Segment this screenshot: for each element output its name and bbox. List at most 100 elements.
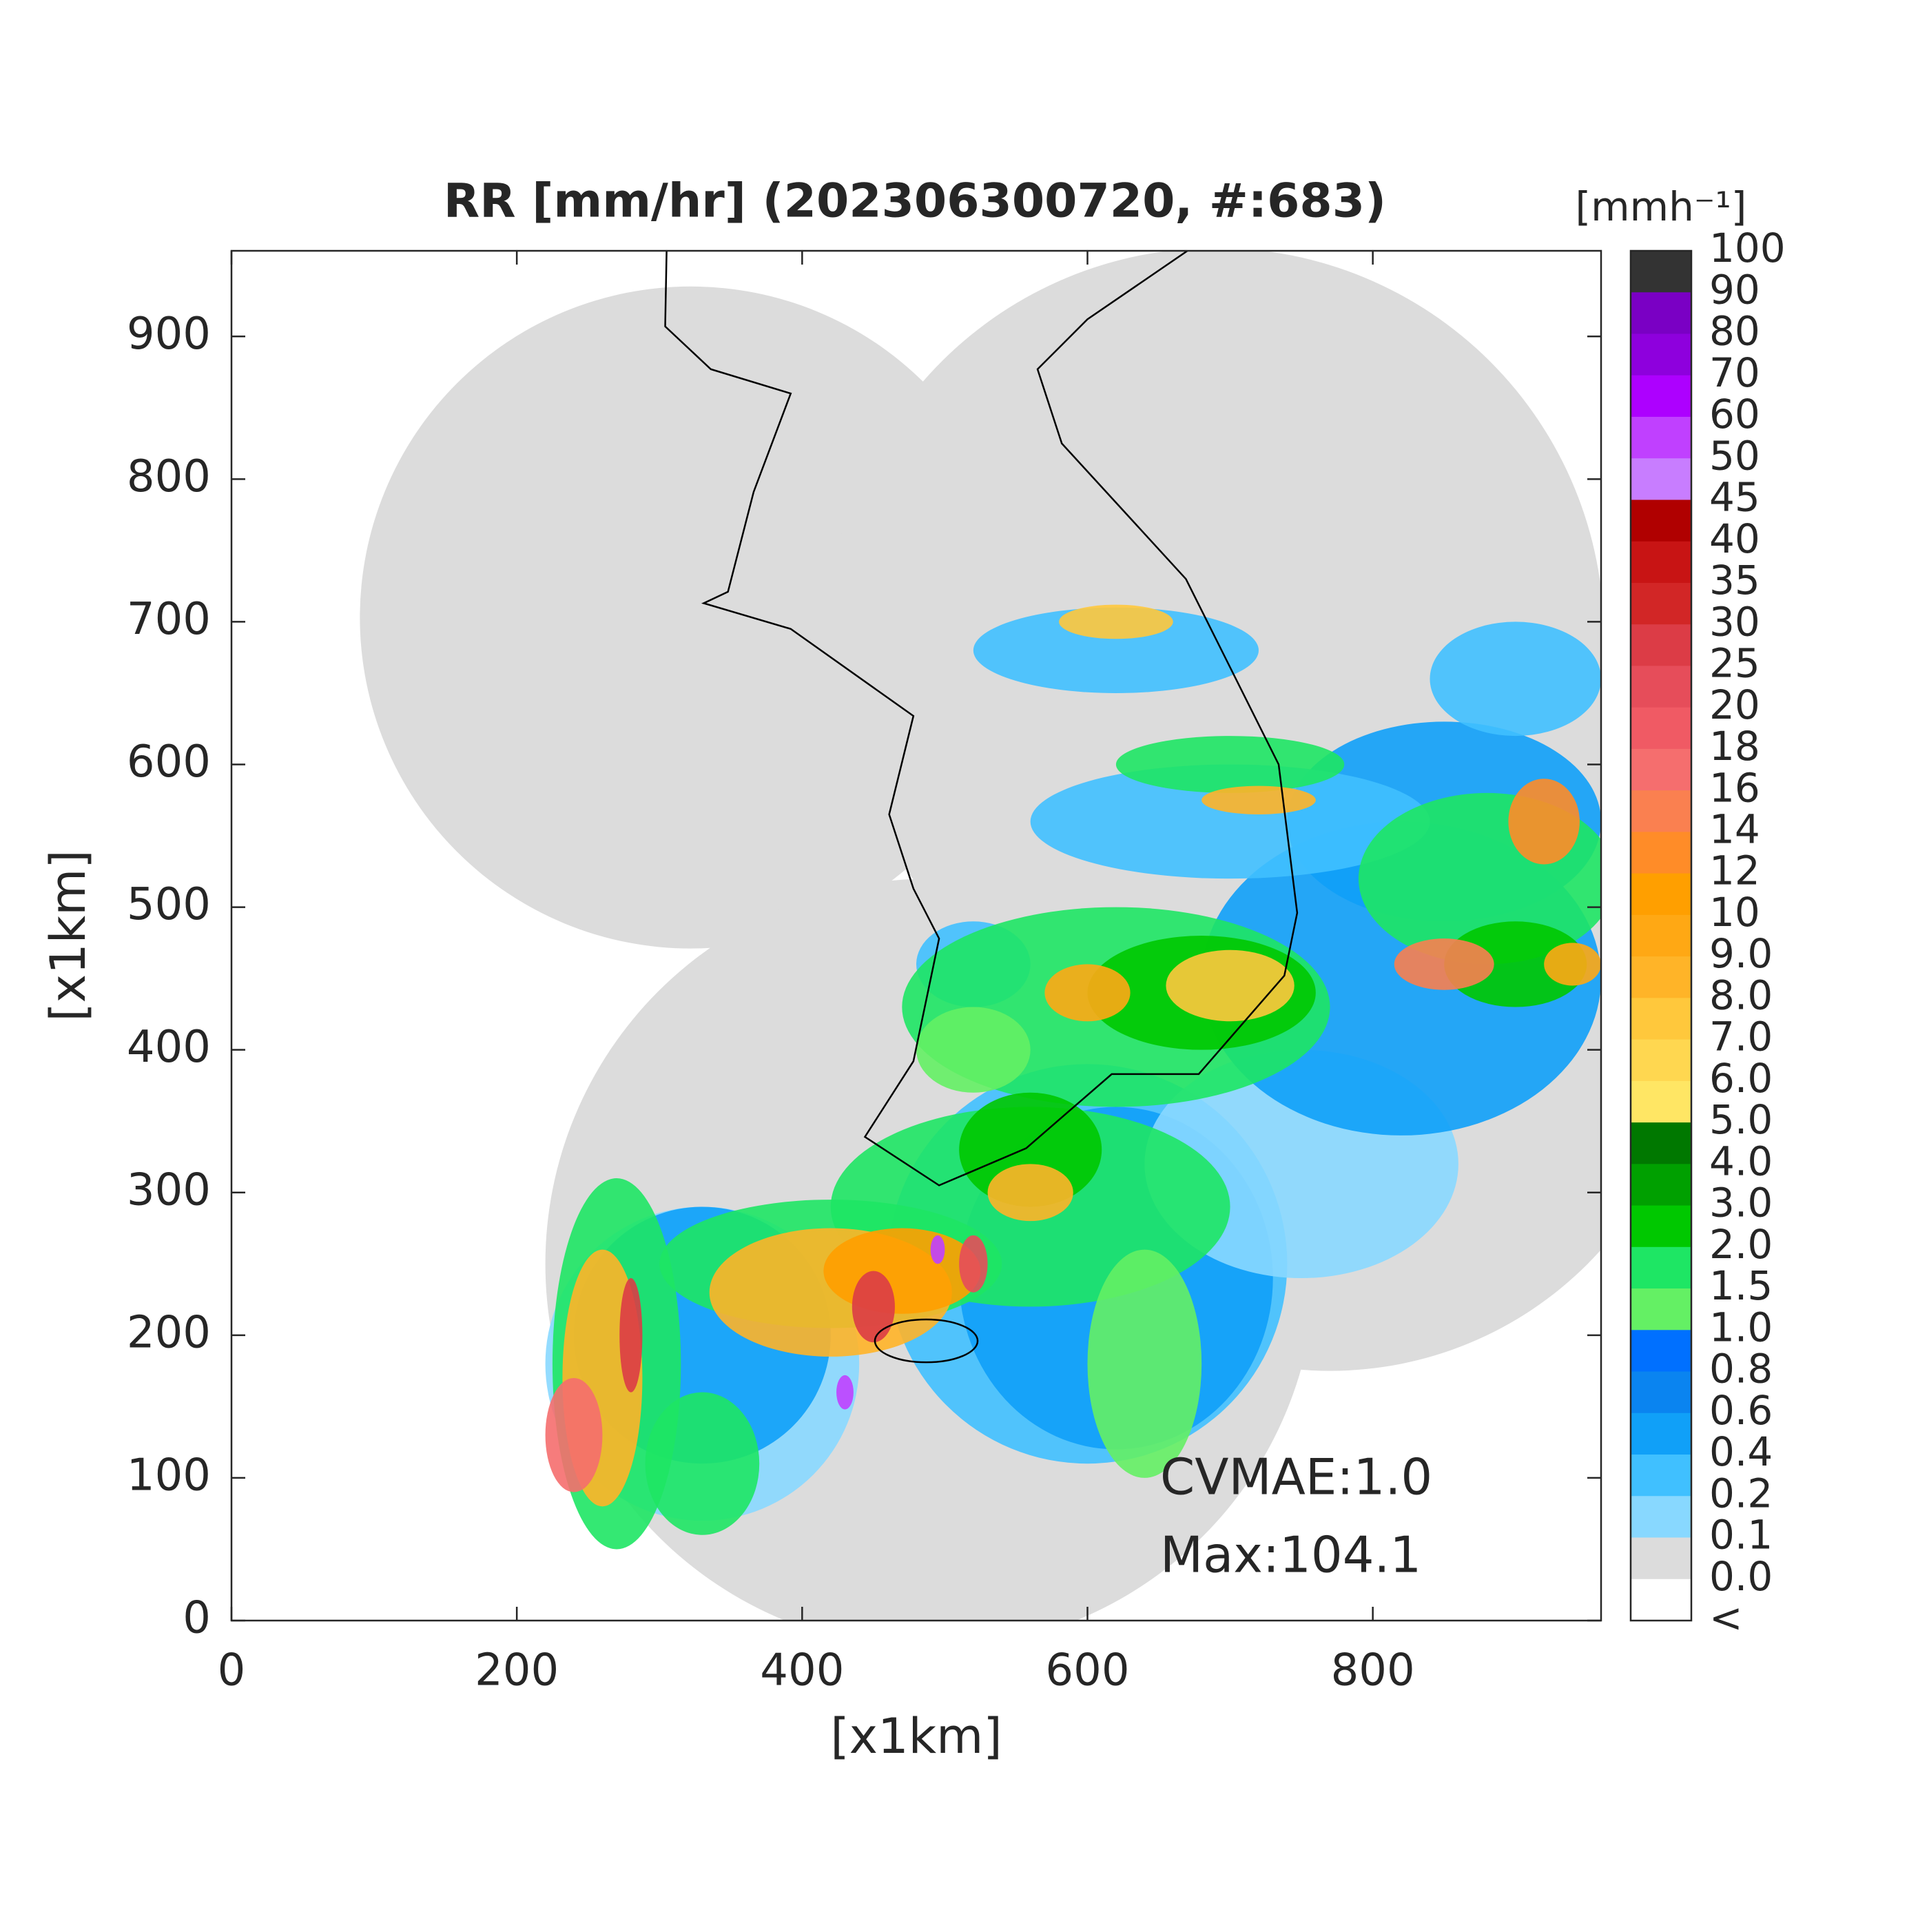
colorbar-label: 3.0 xyxy=(1709,1180,1773,1226)
colorbar-segment xyxy=(1631,416,1691,459)
colorbar-segment xyxy=(1631,375,1691,418)
colorbar-label: 4.0 xyxy=(1709,1138,1773,1184)
rain-cell xyxy=(619,1278,643,1393)
colorbar-label: 0.8 xyxy=(1709,1346,1773,1393)
colorbar-label: 70 xyxy=(1709,349,1760,396)
colorbar-segment xyxy=(1631,1412,1691,1455)
colorbar-label: 45 xyxy=(1709,474,1760,521)
colorbar-segment xyxy=(1631,790,1691,832)
rain-cell xyxy=(1030,764,1430,879)
colorbar-segment xyxy=(1631,832,1691,874)
colorbar-segment xyxy=(1631,1371,1691,1414)
colorbar-label: 14 xyxy=(1709,806,1760,853)
colorbar-label: 0.2 xyxy=(1709,1470,1773,1517)
colorbar-label: 0.0 xyxy=(1709,1553,1773,1600)
x-tick-label: 600 xyxy=(1045,1645,1129,1696)
colorbar-label: 5.0 xyxy=(1709,1096,1773,1143)
rain-cell xyxy=(1059,604,1173,639)
colorbar-segment xyxy=(1631,1164,1691,1206)
colorbar-label: 25 xyxy=(1709,640,1760,687)
colorbar-segment xyxy=(1631,1537,1691,1580)
colorbar-label: 1.5 xyxy=(1709,1262,1773,1309)
colorbar-label: 40 xyxy=(1709,515,1760,562)
rain-cell xyxy=(1115,736,1345,793)
colorbar-label: 1.0 xyxy=(1709,1304,1773,1350)
rain-cell xyxy=(545,1377,603,1492)
y-tick-label: 600 xyxy=(127,737,211,788)
annotation: CVMAE:1.0 xyxy=(1160,1448,1432,1506)
plot-frame xyxy=(230,249,1602,1622)
colorbar-label: 6.0 xyxy=(1709,1055,1773,1102)
colorbar-segment xyxy=(1631,500,1691,542)
x-tick-label: 400 xyxy=(760,1645,844,1696)
y-axis-label: [x1km] xyxy=(40,850,96,1021)
colorbar-label: 7.0 xyxy=(1709,1014,1773,1060)
colorbar-segment xyxy=(1631,1288,1691,1330)
rain-cell xyxy=(1394,938,1494,990)
y-tick-label: 700 xyxy=(127,594,211,645)
rain-cell xyxy=(930,1235,945,1264)
colorbar-label: 90 xyxy=(1709,266,1760,313)
radar-field xyxy=(360,251,1601,1621)
annotation: Max:104.1 xyxy=(1160,1526,1421,1584)
colorbar-segment xyxy=(1631,1080,1691,1123)
colorbar-segment xyxy=(1631,1246,1691,1289)
colorbar-frame xyxy=(1629,249,1693,1622)
rain-cell xyxy=(1201,785,1316,814)
colorbar-label: 20 xyxy=(1709,681,1760,728)
rain-cell xyxy=(645,1392,760,1535)
colorbar-label: 30 xyxy=(1709,598,1760,645)
colorbar-label: 100 xyxy=(1709,225,1786,271)
colorbar-segment xyxy=(1631,1330,1691,1373)
rain-cell xyxy=(1087,1249,1202,1478)
colorbar-segment xyxy=(1631,748,1691,791)
chart-title: RR [mm/hr] (202306300720, #:683) xyxy=(444,174,1386,229)
colorbar-segment xyxy=(1631,458,1691,500)
colorbar-segment xyxy=(1631,914,1691,957)
x-tick-label: 800 xyxy=(1331,1645,1415,1696)
colorbar-label: 0.1 xyxy=(1709,1512,1773,1559)
colorbar-segment xyxy=(1631,666,1691,708)
colorbar-segment xyxy=(1631,541,1691,584)
rain-cell xyxy=(1166,949,1294,1022)
colorbar-label: < xyxy=(1709,1594,1743,1641)
colorbar-segment xyxy=(1631,873,1691,916)
colorbar-unit: [mmh⁻¹] xyxy=(1576,183,1747,230)
rain-cell xyxy=(1430,621,1601,737)
colorbar-segment xyxy=(1631,292,1691,334)
rain-cell xyxy=(959,1235,988,1293)
colorbar: 100908070605045403530252018161412109.08.… xyxy=(1629,225,1786,1641)
colorbar-segment xyxy=(1631,582,1691,625)
colorbar-label: 2.0 xyxy=(1709,1221,1773,1268)
colorbar-segment xyxy=(1631,1122,1691,1164)
colorbar-segment xyxy=(1631,707,1691,750)
x-axis-label: [x1km] xyxy=(830,1708,1002,1765)
colorbar-label: 35 xyxy=(1709,557,1760,604)
colorbar-segment xyxy=(1631,333,1691,376)
rain-cell xyxy=(1444,921,1587,1007)
rain-cell xyxy=(987,1164,1073,1222)
y-tick-label: 900 xyxy=(127,309,211,360)
colorbar-segment xyxy=(1631,1455,1691,1497)
rain-cell xyxy=(973,607,1259,693)
colorbar-segment xyxy=(1631,1039,1691,1082)
y-tick-label: 0 xyxy=(183,1593,211,1644)
colorbar-label: 80 xyxy=(1709,308,1760,355)
x-tick-label: 200 xyxy=(475,1645,559,1696)
colorbar-segment xyxy=(1631,956,1691,998)
colorbar-label: 0.6 xyxy=(1709,1387,1773,1434)
colorbar-label: 0.4 xyxy=(1709,1428,1773,1475)
y-tick-label: 500 xyxy=(127,879,211,930)
colorbar-label: 9.0 xyxy=(1709,930,1773,977)
y-tick-label: 400 xyxy=(127,1022,211,1073)
x-tick-label: 0 xyxy=(218,1645,246,1696)
colorbar-label: 8.0 xyxy=(1709,972,1773,1018)
rain-cell xyxy=(852,1271,895,1343)
y-tick-label: 200 xyxy=(127,1307,211,1358)
y-tick-label: 100 xyxy=(127,1450,211,1501)
rain-cell xyxy=(916,1007,1031,1093)
colorbar-segment xyxy=(1631,624,1691,666)
y-tick-label: 800 xyxy=(127,451,211,502)
rain-cell xyxy=(1508,779,1580,865)
